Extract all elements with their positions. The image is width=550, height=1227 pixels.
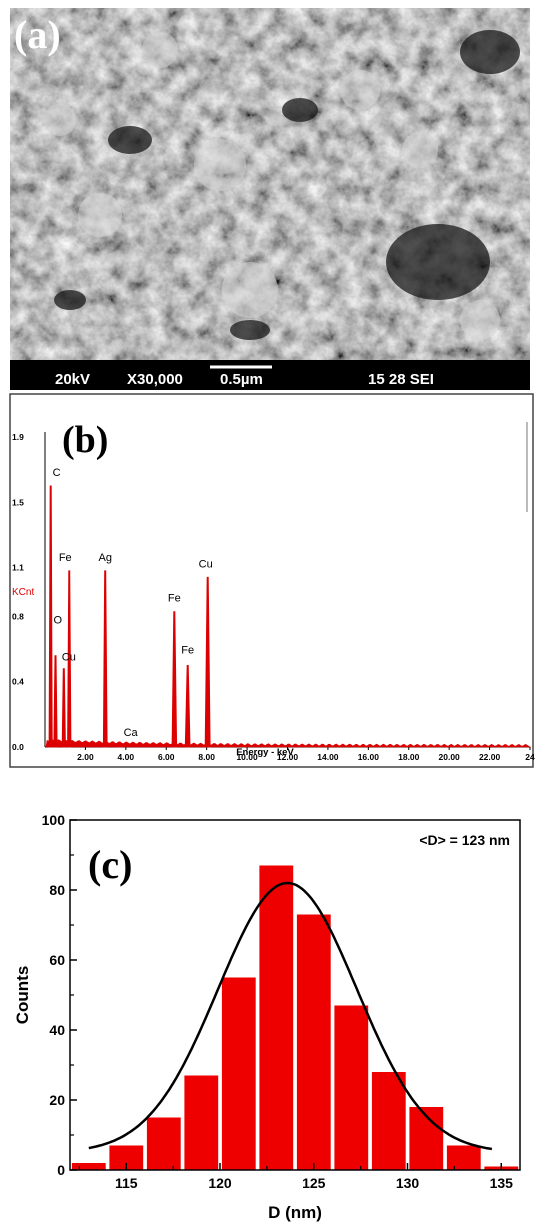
edx-x-tick-label: 6.00 (158, 752, 175, 762)
edx-x-tick-label: 20.00 (439, 752, 461, 762)
edx-frame (9, 393, 534, 768)
edx-x-tick-label: 24 (525, 752, 535, 762)
histogram-bar (184, 1075, 219, 1170)
edx-peak-ag (102, 570, 108, 748)
edx-background-signal (45, 739, 532, 748)
histogram-bar (259, 865, 294, 1170)
edx-peak-o (53, 655, 58, 748)
histogram-y-tick-label: 60 (49, 952, 65, 968)
edx-peak-label-ag: Ag (98, 552, 111, 564)
edx-peak-label-cu: Cu (62, 652, 76, 664)
mean-size-annotation: <D> = 123 nm (419, 832, 510, 848)
panel-a-label: (a) (14, 12, 61, 57)
histogram-x-tick-label: 130 (396, 1175, 420, 1191)
edx-x-tick-label: 10.00 (236, 752, 258, 762)
histogram-y-tick-label: 80 (49, 882, 65, 898)
edx-y-tick-label: 0.0 (12, 742, 24, 752)
edx-peak-label-c: C (53, 467, 61, 479)
histogram-bar (146, 1117, 181, 1170)
edx-peak-label-fe: Fe (59, 552, 72, 564)
micrograph-particles (44, 32, 500, 340)
edx-x-axis-label: Energy - keV (236, 747, 294, 758)
sem-scale-label: 0.5µm (220, 371, 263, 388)
edx-x-tick-label: 14.00 (317, 752, 339, 762)
edx-x-tick-label: 2.00 (77, 752, 94, 762)
edx-y-tick-label: 0.4 (12, 677, 24, 687)
histogram-panel: 0 20 40 60 80 100 115 120 125 130 135 (c) <D> = 12… (0, 800, 550, 1227)
edx-spectrum-chart: 0.0 0.4 0.8 1.1 1.5 1.9 2.00 4.00 6.00 8.00 10.00 1… (9, 393, 535, 768)
edx-y-tick-label: 1.9 (12, 432, 24, 442)
histogram-bar (296, 914, 331, 1170)
edx-y-tick-label: 1.5 (12, 497, 24, 507)
histogram-x-tick-label: 135 (490, 1175, 514, 1191)
edx-x-tick-label: 12.00 (277, 752, 299, 762)
histogram-x-axis-label: D (nm) (268, 1203, 322, 1222)
edx-peak-c (48, 485, 53, 748)
histogram-bar (221, 977, 256, 1170)
histogram-frame (69, 819, 521, 1171)
edx-x-tick-label: 18.00 (398, 752, 420, 762)
sem-image-panel: (a) 20kV X30,000 0.5µm 15 28 SEI (0, 0, 550, 392)
edx-x-tick-label: 22.00 (479, 752, 501, 762)
sem-image-id: 15 28 SEI (368, 371, 434, 388)
edx-x-tick-label: 4.00 (118, 752, 135, 762)
edx-peak-ca (116, 741, 123, 748)
edx-peak-label-fe: Fe (181, 644, 194, 656)
edx-y-axis-label: KCnt (12, 587, 34, 598)
edx-peak-label-cu: Cu (199, 558, 213, 570)
histogram-bar (371, 1072, 406, 1170)
histogram-y-tick-label: 100 (42, 812, 66, 828)
edx-peak-label-fe: Fe (168, 593, 181, 605)
histogram-bar (334, 1005, 369, 1170)
histogram-y-tick-label: 0 (57, 1162, 65, 1178)
edx-x-tick-label: 8.00 (198, 752, 215, 762)
histogram-x-tick-label: 115 (115, 1175, 138, 1191)
edx-peak-cu (61, 668, 66, 748)
gaussian-fit-curve (88, 881, 493, 1151)
edx-panel: 0.0 0.4 0.8 1.1 1.5 1.9 2.00 4.00 6.00 8.00 10.00 1… (0, 392, 550, 777)
sem-voltage: 20kV (55, 371, 90, 388)
edx-peak-cu (204, 576, 211, 748)
histogram-x-tick-label: 125 (302, 1175, 326, 1191)
edx-x-tick-label: 16.00 (358, 752, 380, 762)
edx-peak-fe (171, 611, 178, 748)
histogram-y-tick-label: 40 (49, 1022, 65, 1038)
histogram-y-tick-label: 20 (49, 1092, 65, 1108)
size-distribution-chart: 0 20 40 60 80 100 115 120 125 130 135 (c) <D> = 12… (13, 812, 521, 1222)
histogram-bar (446, 1145, 481, 1170)
edx-peak-label-o: O (54, 615, 63, 627)
sem-magnification: X30,000 (127, 371, 183, 388)
edx-peak-label-ca: Ca (124, 727, 139, 739)
sem-image: (a) 20kV X30,000 0.5µm 15 28 SEI (0, 0, 550, 392)
histogram-bar (71, 1163, 106, 1170)
edx-y-tick-label: 1.1 (12, 563, 24, 573)
panel-b-label: (b) (62, 419, 108, 461)
edx-y-tick-label: 0.8 (12, 611, 24, 621)
micrograph-shadows (54, 30, 520, 340)
edx-peak-fe (184, 665, 191, 748)
sem-info-bar (10, 360, 530, 390)
histogram-y-axis-label: Counts (13, 966, 32, 1025)
histogram-x-tick-label: 120 (208, 1175, 232, 1191)
panel-c-label: (c) (88, 842, 132, 887)
edx-peak-fe (67, 570, 72, 748)
